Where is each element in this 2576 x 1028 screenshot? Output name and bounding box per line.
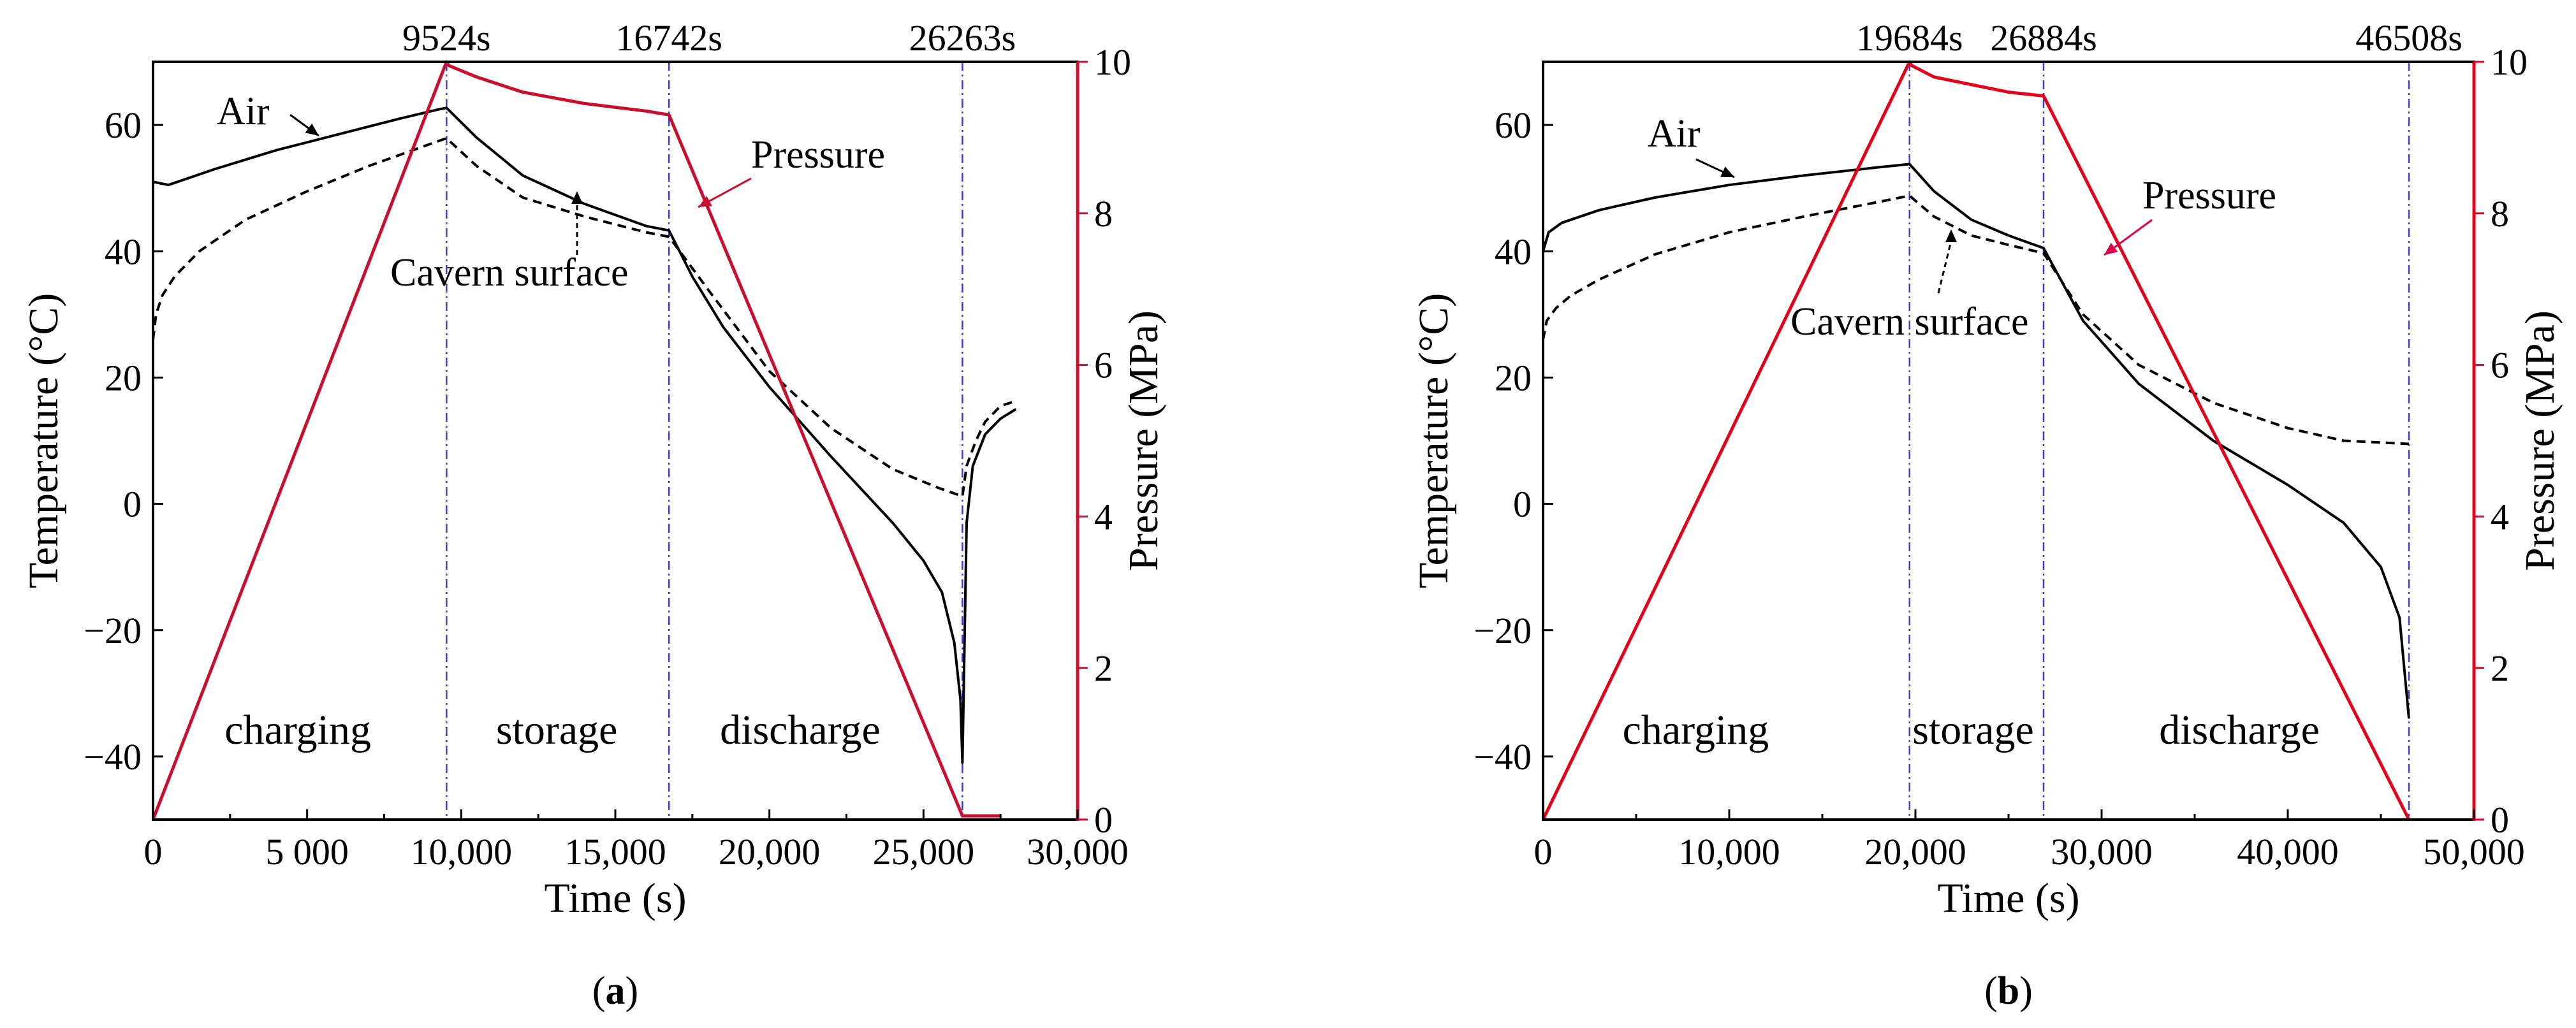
annotation-cavern-arrow-head bbox=[571, 191, 583, 204]
y-right-tick-label: 6 bbox=[1094, 345, 1113, 386]
y-right-tick-label: 8 bbox=[1094, 193, 1113, 235]
x-tick-label: 5 000 bbox=[265, 831, 349, 872]
y-right-tick-label: 4 bbox=[1094, 496, 1113, 537]
y-left-tick-label: 60 bbox=[105, 105, 142, 146]
annotation-air-arrow-head bbox=[305, 123, 319, 136]
series-air bbox=[152, 106, 1017, 764]
y-left-tick-label: 60 bbox=[1495, 105, 1532, 146]
annotation-air: Air bbox=[1648, 112, 1701, 156]
annotation-cavern-arrow-head bbox=[1945, 229, 1957, 242]
y-axis-title-left: Temperature (°C) bbox=[1410, 293, 1457, 588]
y-left-tick-label: 20 bbox=[1495, 357, 1532, 398]
annotation-pressure-arrow-head bbox=[698, 196, 712, 207]
x-tick-label: 30,000 bbox=[1027, 831, 1129, 872]
x-tick-label: 15,000 bbox=[564, 831, 666, 872]
series-pressure bbox=[1541, 60, 2411, 821]
y-left-tick-label: 20 bbox=[105, 357, 142, 398]
divider-label: 9524s bbox=[402, 17, 491, 59]
x-tick-label: 0 bbox=[1534, 831, 1553, 872]
annotation-cavern-arrow bbox=[1937, 240, 1952, 294]
y-axis-title-right: Pressure (MPa) bbox=[2517, 310, 2563, 571]
y-left-tick-label: −20 bbox=[84, 610, 142, 651]
chart-panel-a: 9524s 16742s 26263s 0 5 000 10,000 15,000 20,00… bbox=[20, 17, 1167, 1013]
phase-label: storage bbox=[496, 707, 618, 753]
y-left-tick-label: −20 bbox=[1474, 610, 1532, 651]
chart-panel-b: 19684s 26884s 46508s 0 10,000 20,000 30,000 40,… bbox=[1410, 17, 2563, 1013]
divider-label: 26884s bbox=[1990, 17, 2097, 59]
phase-label: storage bbox=[1912, 707, 2034, 753]
y-left-tick-label: −40 bbox=[1474, 736, 1532, 778]
x-tick-label: 20,000 bbox=[719, 831, 821, 872]
x-tick-label: 30,000 bbox=[2051, 831, 2153, 872]
series-air bbox=[1542, 163, 2410, 719]
y-left-tick-label: −40 bbox=[84, 736, 142, 778]
y-left-tick-label: 40 bbox=[105, 231, 142, 272]
panel-label: (a) bbox=[592, 969, 638, 1013]
annotation-air-arrow-head bbox=[1720, 166, 1734, 177]
y-right-tick-label: 0 bbox=[2491, 799, 2509, 841]
phase-label: charging bbox=[224, 707, 371, 753]
series-pressure bbox=[151, 60, 1001, 820]
y-left-tick-label: 0 bbox=[1513, 484, 1532, 525]
divider-label: 46508s bbox=[2355, 17, 2463, 59]
phase-label: charging bbox=[1623, 707, 1769, 753]
annotation-pressure: Pressure bbox=[751, 133, 885, 177]
x-tick-label: 10,000 bbox=[411, 831, 513, 872]
divider-label: 26263s bbox=[909, 17, 1016, 59]
y-right-tick-label: 6 bbox=[2491, 345, 2509, 386]
phase-label: discharge bbox=[720, 707, 881, 753]
y-axis-title-right: Pressure (MPa) bbox=[1120, 310, 1167, 571]
y-left-tick-label: 0 bbox=[123, 484, 142, 525]
y-left-tick-label: 40 bbox=[1495, 231, 1532, 272]
y-right-tick-label: 10 bbox=[1094, 41, 1131, 83]
panel-label: (b) bbox=[1984, 969, 2033, 1013]
divider-label: 16742s bbox=[615, 17, 722, 59]
phase-label: discharge bbox=[2159, 707, 2320, 753]
x-axis-title: Time (s) bbox=[544, 875, 686, 922]
y-right-tick-label: 0 bbox=[1094, 799, 1113, 841]
annotation-cavern: Cavern surface bbox=[390, 251, 629, 294]
divider-label: 19684s bbox=[1856, 17, 1963, 59]
annotation-cavern: Cavern surface bbox=[1790, 300, 2029, 344]
y-right-tick-label: 4 bbox=[2491, 496, 2509, 537]
x-tick-label: 0 bbox=[144, 831, 163, 872]
x-axis-title: Time (s) bbox=[1937, 875, 2079, 922]
x-tick-label: 50,000 bbox=[2423, 831, 2525, 872]
annotation-pressure-arrow-head bbox=[2104, 242, 2118, 255]
y-right-tick-label: 2 bbox=[2491, 648, 2509, 689]
y-right-tick-label: 8 bbox=[2491, 193, 2509, 235]
x-tick-label: 20,000 bbox=[1864, 831, 1966, 872]
series-cavern-surface bbox=[1542, 194, 2410, 445]
x-tick-label: 40,000 bbox=[2237, 831, 2339, 872]
y-right-tick-label: 2 bbox=[1094, 648, 1113, 689]
annotation-pressure: Pressure bbox=[2142, 174, 2276, 217]
y-axis-title-left: Temperature (°C) bbox=[20, 293, 67, 588]
series-cavern-surface bbox=[152, 136, 1016, 498]
annotation-air: Air bbox=[217, 90, 270, 133]
x-tick-label: 10,000 bbox=[1678, 831, 1780, 872]
y-right-tick-label: 10 bbox=[2491, 41, 2528, 83]
x-tick-label: 25,000 bbox=[873, 831, 975, 872]
